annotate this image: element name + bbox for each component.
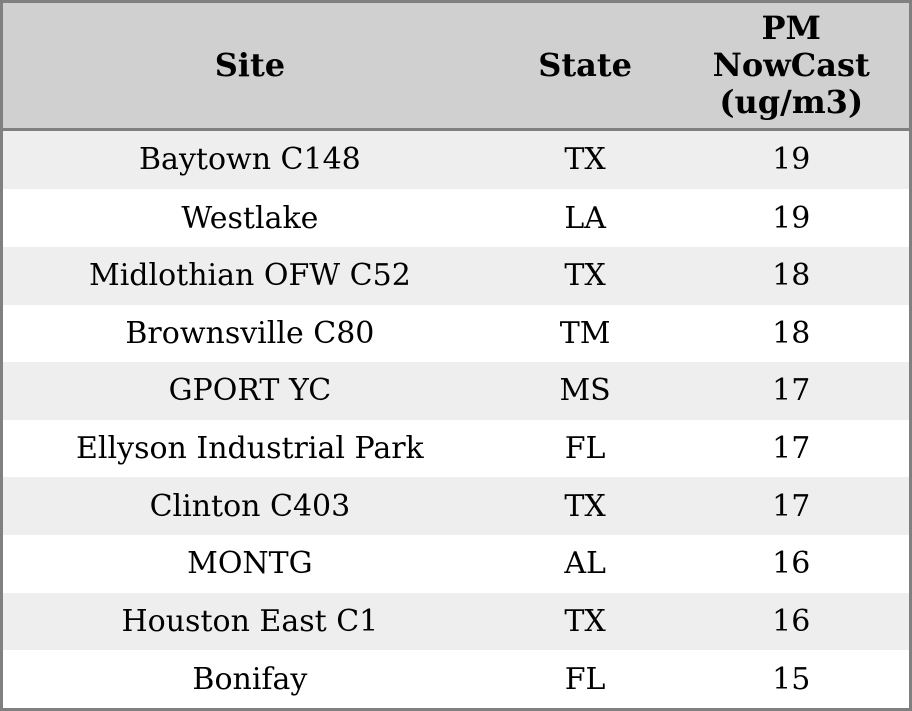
- pm-value-cell: 17: [673, 477, 909, 535]
- header-row: Site State PM NowCast (ug/m3): [3, 3, 909, 131]
- table-row: MONTG AL 16: [3, 535, 909, 593]
- site-cell: Bonifay: [3, 650, 497, 708]
- pm-value-cell: 16: [673, 535, 909, 593]
- state-cell: TX: [496, 477, 674, 535]
- site-cell: MONTG: [3, 535, 497, 593]
- column-header-state-label: State: [538, 45, 632, 84]
- site-cell: Brownsville C80: [3, 304, 497, 363]
- table-row: GPORT YC MS 17: [3, 362, 909, 420]
- column-header-site: Site: [3, 3, 497, 131]
- table-row: Clinton C403 TX 17: [3, 477, 909, 535]
- site-cell: Clinton C403: [3, 477, 497, 535]
- state-cell: TM: [496, 304, 674, 363]
- column-header-site-label: Site: [214, 45, 286, 84]
- table-body: Baytown C148 TX 19 Westlake LA 19 Midlothian O…: [3, 129, 909, 708]
- pm-value-cell: 17: [673, 362, 909, 420]
- pm-value-cell: 17: [673, 419, 909, 478]
- column-header-state: State: [496, 3, 674, 131]
- table-row: Westlake LA 19: [3, 189, 909, 247]
- table-row: Brownsville C80 TM 18: [3, 304, 909, 363]
- state-cell: TX: [496, 129, 674, 190]
- site-cell: Ellyson Industrial Park: [3, 419, 497, 478]
- state-cell: FL: [496, 419, 674, 478]
- state-cell: LA: [496, 189, 674, 247]
- column-header-pm-nowcast: PM NowCast (ug/m3): [673, 3, 909, 131]
- site-cell: Midlothian OFW C52: [3, 246, 497, 305]
- pm-value-cell: 16: [673, 592, 909, 651]
- site-cell: Westlake: [3, 189, 497, 247]
- site-cell: Baytown C148: [3, 129, 497, 190]
- state-cell: MS: [496, 362, 674, 420]
- state-cell: TX: [496, 246, 674, 305]
- column-header-pm-nowcast-label: PM NowCast (ug/m3): [712, 9, 870, 121]
- site-cell: GPORT YC: [3, 362, 497, 420]
- table-row: Ellyson Industrial Park FL 17: [3, 419, 909, 478]
- pm-value-cell: 15: [673, 650, 909, 708]
- pm-value-cell: 19: [673, 189, 909, 247]
- state-cell: AL: [496, 535, 674, 593]
- pm-value-cell: 18: [673, 246, 909, 305]
- table-header: Site State PM NowCast (ug/m3): [3, 3, 909, 131]
- table-row: Houston East C1 TX 16: [3, 592, 909, 651]
- table-row: Bonifay FL 15: [3, 650, 909, 708]
- table-row: Baytown C148 TX 19: [3, 129, 909, 190]
- table-row: Midlothian OFW C52 TX 18: [3, 246, 909, 305]
- pm-nowcast-table: Site State PM NowCast (ug/m3) Baytown C1…: [3, 3, 909, 708]
- site-cell: Houston East C1: [3, 592, 497, 651]
- state-cell: TX: [496, 592, 674, 651]
- state-cell: FL: [496, 650, 674, 708]
- pm-value-cell: 19: [673, 129, 909, 190]
- pm-value-cell: 18: [673, 304, 909, 363]
